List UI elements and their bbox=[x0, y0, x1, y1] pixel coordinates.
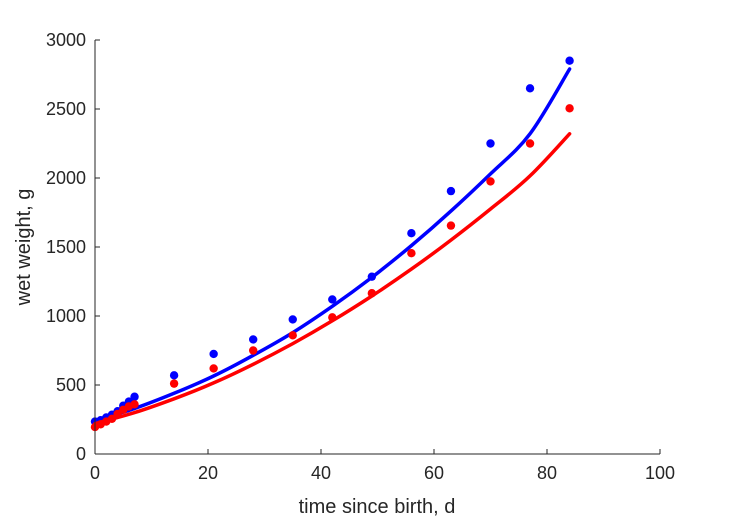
data-point bbox=[130, 392, 139, 401]
y-axis-label: wet weight, g bbox=[13, 189, 35, 307]
x-tick-label: 60 bbox=[424, 463, 444, 483]
y-tick-label: 2500 bbox=[46, 99, 86, 119]
data-point bbox=[407, 249, 416, 258]
plot-area bbox=[90, 56, 574, 432]
data-point bbox=[169, 371, 179, 380]
data-point bbox=[525, 139, 535, 148]
data-point bbox=[407, 229, 416, 238]
x-tick-label: 20 bbox=[198, 463, 218, 483]
data-point bbox=[446, 221, 456, 230]
fit-curve bbox=[93, 67, 572, 423]
x-tick-label: 0 bbox=[90, 463, 100, 483]
y-tick-label: 2000 bbox=[46, 168, 86, 188]
y-tick-label: 1000 bbox=[46, 306, 86, 326]
data-point bbox=[249, 335, 258, 344]
data-point bbox=[107, 414, 117, 424]
data-point bbox=[565, 104, 574, 113]
x-axis-label: time since birth, d bbox=[299, 496, 456, 518]
data-point bbox=[367, 289, 377, 298]
data-point bbox=[525, 84, 535, 93]
y-tick-label: 3000 bbox=[46, 30, 86, 50]
data-point bbox=[288, 331, 297, 340]
data-point bbox=[209, 364, 218, 373]
series-2 bbox=[90, 104, 574, 432]
data-point bbox=[130, 400, 139, 409]
y-tick-label: 500 bbox=[56, 375, 86, 395]
data-point bbox=[249, 346, 258, 355]
data-point bbox=[209, 349, 218, 359]
y-tick-label: 0 bbox=[76, 444, 86, 464]
data-point bbox=[169, 379, 179, 388]
y-tick-label: 1500 bbox=[46, 237, 86, 257]
data-point bbox=[565, 56, 574, 65]
x-tick-label: 40 bbox=[311, 463, 331, 483]
data-point bbox=[486, 177, 495, 186]
data-point bbox=[328, 313, 337, 322]
data-point bbox=[486, 139, 495, 148]
x-tick-label: 100 bbox=[645, 463, 675, 483]
data-point bbox=[446, 186, 456, 196]
x-tick-label: 80 bbox=[537, 463, 557, 483]
data-point bbox=[367, 272, 377, 281]
data-point bbox=[288, 315, 297, 324]
data-point bbox=[328, 295, 337, 304]
